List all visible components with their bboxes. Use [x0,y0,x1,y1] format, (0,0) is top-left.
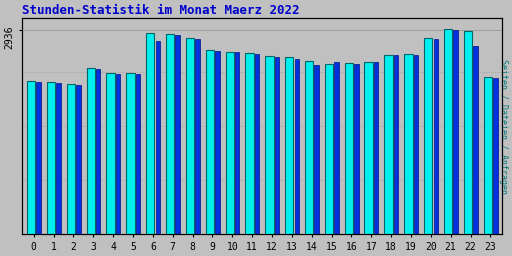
Bar [146,33,155,234]
Bar [275,57,279,234]
Bar [106,73,115,234]
Bar [56,83,61,234]
Bar [314,65,319,234]
Bar [136,74,140,234]
Bar [36,82,41,234]
Bar [285,57,293,234]
Bar [484,77,492,234]
Bar [156,41,160,234]
Bar [424,38,433,234]
Text: Stunden-Statistik im Monat Maerz 2022: Stunden-Statistik im Monat Maerz 2022 [22,4,300,17]
Bar [265,56,273,234]
Bar [215,51,220,234]
Bar [334,62,338,234]
Bar [473,46,478,234]
Y-axis label: Seiten / Dateien / Anfragen: Seiten / Dateien / Anfragen [499,59,508,194]
Bar [166,34,174,234]
Bar [365,61,373,234]
Bar [76,85,80,234]
Bar [176,35,180,234]
Bar [225,52,234,234]
Bar [27,81,35,234]
Bar [47,82,55,234]
Bar [294,59,299,234]
Bar [374,62,378,234]
Bar [394,55,398,234]
Bar [245,53,254,234]
Bar [444,29,452,234]
Bar [325,63,333,234]
Bar [305,61,313,234]
Bar [414,55,418,234]
Bar [196,39,200,234]
Bar [116,74,120,234]
Bar [493,78,498,234]
Bar [255,54,259,234]
Bar [235,52,240,234]
Bar [186,38,194,234]
Bar [454,30,458,234]
Bar [354,63,358,234]
Bar [464,31,472,234]
Bar [206,50,214,234]
Bar [96,69,100,234]
Bar [67,84,75,234]
Bar [404,54,413,234]
Bar [385,55,393,234]
Bar [345,63,353,234]
Bar [434,39,438,234]
Bar [126,73,135,234]
Bar [87,68,95,234]
